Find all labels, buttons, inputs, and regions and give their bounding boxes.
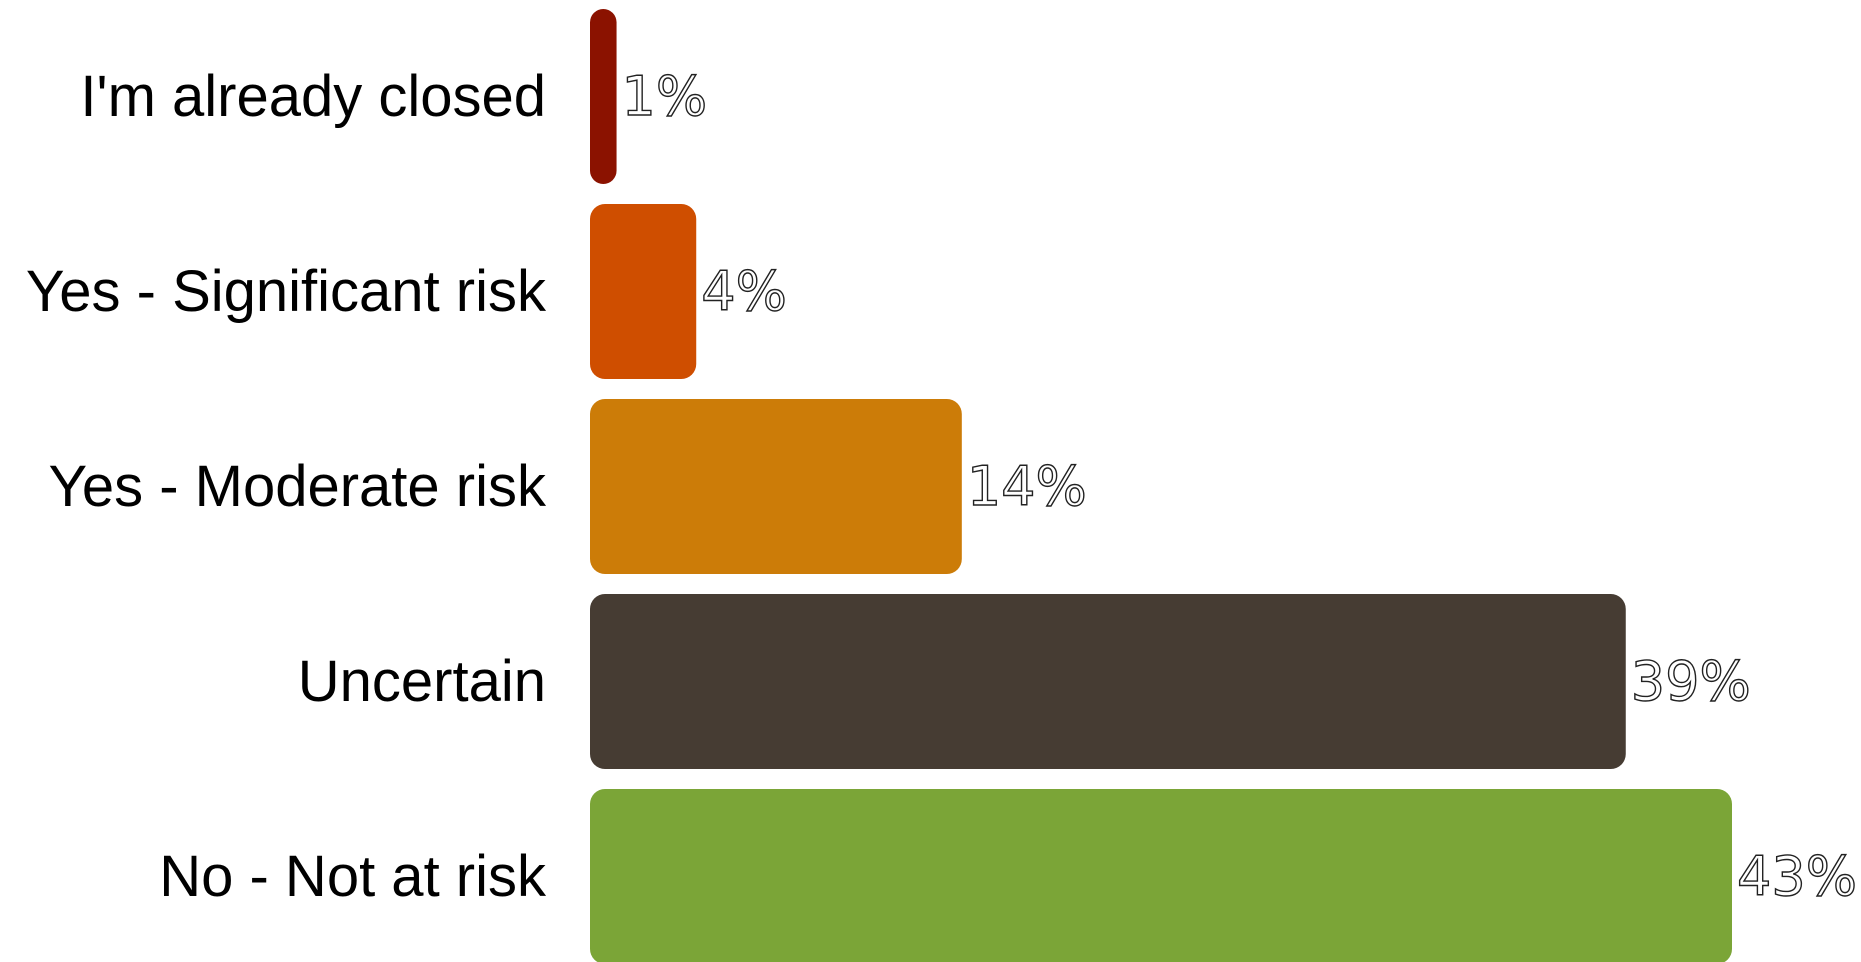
category-label: I'm already closed: [80, 64, 546, 129]
bar: [590, 594, 1626, 769]
bar-group: Uncertain 39%: [298, 594, 1751, 769]
value-label: 1%: [622, 65, 708, 128]
bar-group: No - Not at risk 43%: [159, 789, 1858, 962]
bar-group: Yes - Significant risk 4%: [26, 204, 788, 379]
bar: [590, 204, 697, 379]
bar: [590, 9, 617, 184]
bar-group: Yes - Moderate risk 14%: [48, 399, 1088, 574]
category-label: Yes - Moderate risk: [48, 454, 547, 519]
category-label: Uncertain: [298, 649, 546, 714]
category-label: Yes - Significant risk: [26, 259, 547, 324]
value-label: 14%: [967, 455, 1087, 518]
bar-group: I'm already closed 1%: [80, 9, 708, 184]
value-label: 4%: [701, 260, 787, 323]
category-label: No - Not at risk: [159, 844, 547, 909]
value-label: 39%: [1631, 650, 1751, 713]
bar: [590, 399, 962, 574]
value-label: 43%: [1737, 845, 1857, 908]
bar: [590, 789, 1732, 962]
